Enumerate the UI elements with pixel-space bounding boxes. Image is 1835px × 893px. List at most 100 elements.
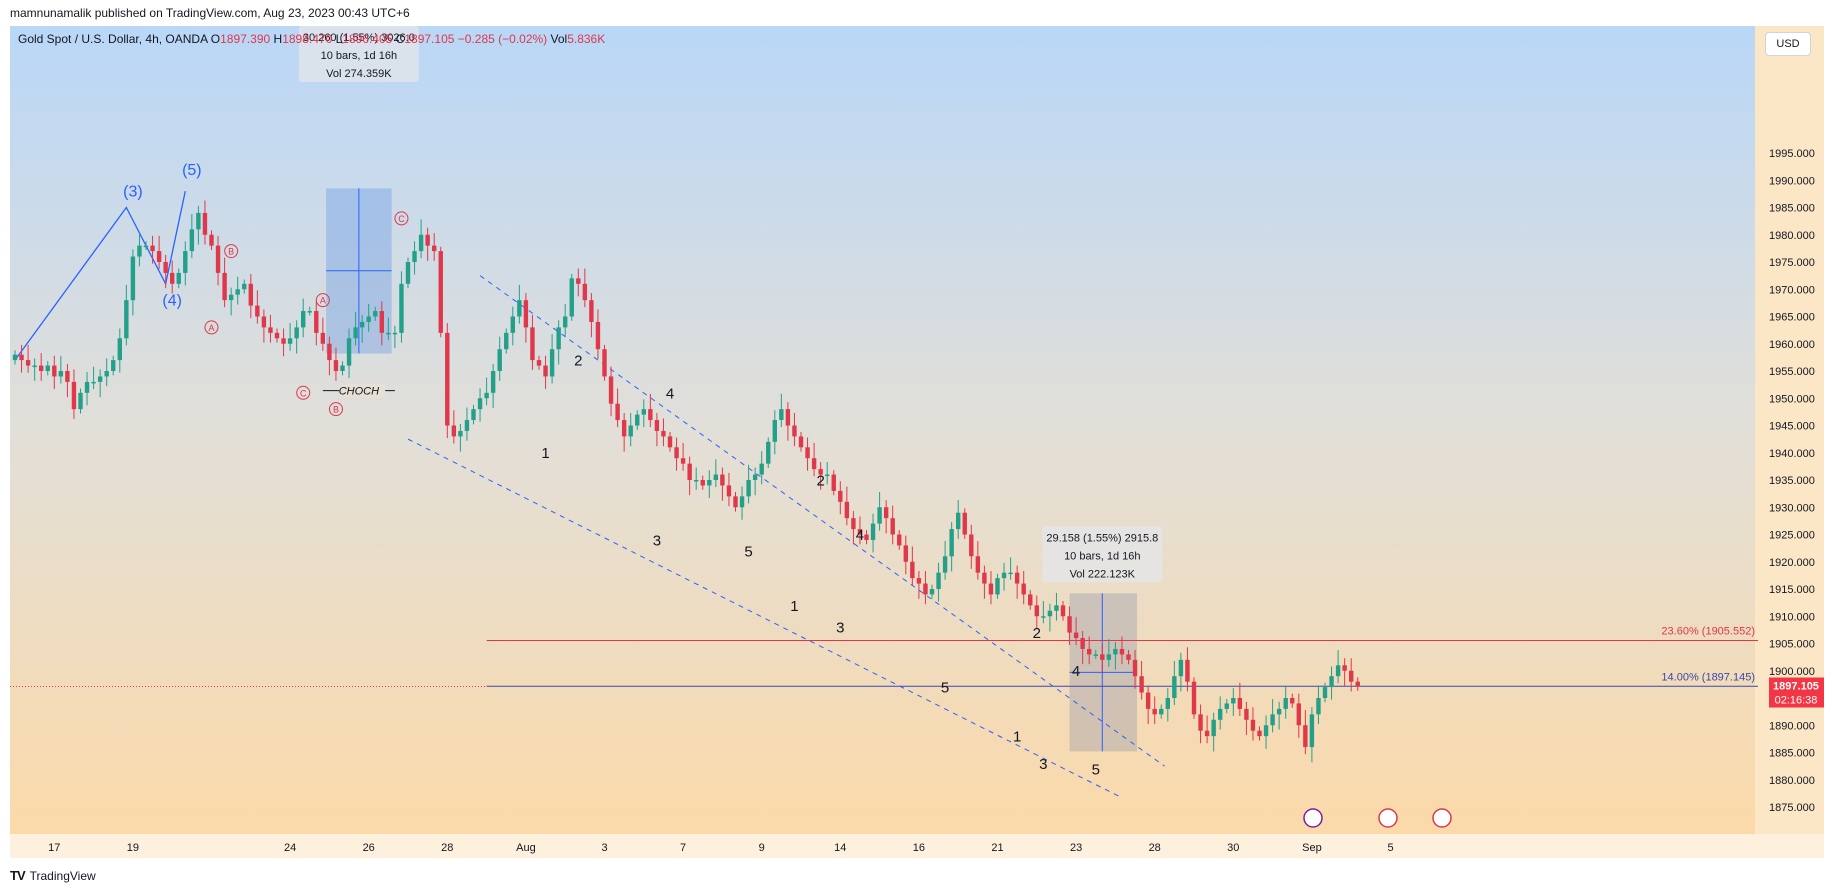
candle-body [1100,654,1105,660]
candle-body [1191,681,1197,715]
price-tick-label: 1935.000 [1769,475,1815,487]
candle-body [255,305,260,317]
candle [988,571,994,605]
candle [1342,658,1347,687]
candle [805,437,810,471]
time-tick-label: 17 [48,842,60,854]
candle-body [962,512,967,535]
candle-body [1198,714,1203,731]
candle [517,284,522,324]
candle [202,200,208,245]
symbol-name[interactable]: Gold Spot / U.S. Dollar, 4h, OANDA [18,32,208,46]
candle [648,393,653,428]
candle-body [825,474,830,477]
candle-body [327,343,332,361]
candle [694,467,699,490]
candle-body [1008,572,1013,575]
candle-body [274,332,280,339]
candle [268,314,273,343]
wave-label: 2 [1033,625,1041,642]
low-label: L [335,32,343,46]
candle-body [1001,572,1007,579]
price-tick-label: 1880.000 [1769,775,1815,787]
candle [91,366,96,389]
candle-body [117,338,122,361]
candle-body [1224,703,1229,709]
time-tick-label: 5 [1387,842,1393,854]
candle-body [628,425,633,437]
candle [117,328,122,373]
measure-info-line: 30.260 (1.55%) 3026.0 [303,32,415,44]
price-countdown: 02:16:38 [1775,695,1818,707]
candle-body [595,321,601,350]
wave-label: 1 [1013,729,1021,746]
candle-body [680,458,686,464]
currency-button[interactable]: USD [1765,32,1811,56]
time-tick-label: 16 [913,842,925,854]
price-tick-label: 1925.000 [1769,530,1815,542]
candle [680,442,686,471]
candle [386,317,391,340]
candle-body [602,349,607,377]
time-tick-label: 9 [759,842,765,854]
candle [58,355,64,384]
candle-body [1152,708,1157,715]
candle [825,462,830,485]
candle [628,412,633,447]
measure-info-line: 10 bars, 1d 16h [321,50,397,62]
candle-body [1237,698,1243,709]
wave-label: 1 [541,445,549,462]
measurement-box-1 [326,188,392,354]
price-tick-label: 1890.000 [1769,720,1815,732]
candle-body [1119,648,1125,655]
candle-body [916,578,922,584]
candle-body [687,463,692,480]
wave-label: 4 [666,385,674,402]
candle-body [818,469,823,475]
candle-body [1034,605,1039,617]
time-tick-label: Sep [1302,842,1322,854]
fib-level-label: 14.00% (1897.145) [1661,671,1755,683]
candle [1283,685,1288,719]
chart-canvas[interactable]: 1875.0001880.0001885.0001890.0001895.000… [10,26,1824,858]
candle-body [373,311,378,317]
abc-letter: C [398,214,405,224]
candle-body [1028,594,1033,606]
candle-body [91,381,96,384]
candle-body [641,409,646,415]
candle-body [654,420,660,431]
footer-brand: TradingView [29,868,96,883]
tradingview-logo[interactable]: TV TradingView [10,868,96,883]
abc-label: A [204,320,219,335]
time-tick-label: 21 [991,842,1003,854]
chart-pane[interactable]: 1875.0001880.0001885.0001890.0001895.000… [10,26,1824,858]
candle [726,472,732,507]
last-price-tag: 1897.105 02:16:38 [1769,677,1824,708]
candle-body [183,251,188,273]
price-tick-label: 1995.000 [1769,148,1815,160]
candle [1113,641,1118,670]
candle [170,260,175,294]
candle [25,344,31,373]
candle-body [910,561,915,579]
time-tick-label: 14 [834,842,846,854]
candle-body [556,327,561,350]
candle-body [929,589,935,595]
measure-info-line: Vol 274.359K [326,68,392,80]
change-value: −0.285 (−0.02%) [457,32,548,46]
candle-body [1060,605,1066,617]
candle-body [19,354,24,361]
candle-body [392,332,398,335]
candle [1159,704,1164,719]
candle-body [484,392,489,399]
candle [1204,715,1210,744]
fib-level-label: 23.60% (1905.552) [1661,625,1755,637]
candle-body [576,278,581,284]
candle-body [445,332,450,426]
candle [176,268,181,289]
candle-body [1342,665,1347,671]
candle [654,412,660,447]
high-value: 1898.470 [282,32,333,46]
candle [1106,639,1112,667]
candle [1224,699,1229,714]
